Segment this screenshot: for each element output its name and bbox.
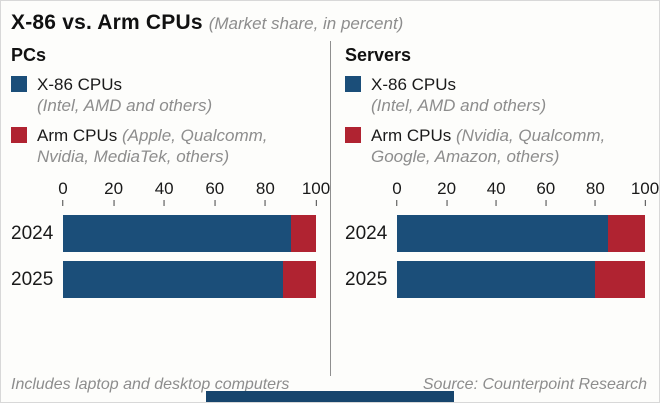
year-label: 2024 <box>11 222 54 244</box>
axis-tick: 40 <box>487 179 506 206</box>
chart-pcs: 0 20 40 60 80 100 2024 20 <box>11 179 330 298</box>
panels-container: PCs X-86 CPUs (Intel, AMD and others) Ar… <box>1 41 659 376</box>
axis-tick: 60 <box>205 179 224 206</box>
x-axis: 0 20 40 60 80 100 <box>392 179 659 206</box>
bottom-bar <box>206 391 454 402</box>
header: X-86 vs. Arm CPUs (Market share, in perce… <box>1 1 659 41</box>
legend-item-arm: Arm CPUs (Apple, Qualcomm, Nvidia, Media… <box>11 125 297 168</box>
bar-segment-arm <box>283 261 316 298</box>
legend-swatch-x86 <box>11 76 27 92</box>
axis-tick: 100 <box>302 179 330 206</box>
axis-tick: 40 <box>155 179 174 206</box>
bar-segment-x86 <box>63 215 291 252</box>
legend-note: (Intel, AMD and others) <box>37 96 213 116</box>
legend-note: (Intel, AMD and others) <box>371 96 547 116</box>
bar-track <box>63 215 316 252</box>
panel-heading-pcs: PCs <box>11 45 47 65</box>
source-note: Source: Counterpoint Research <box>422 376 647 393</box>
x-axis-row: 0 20 40 60 80 100 <box>11 179 330 206</box>
legend-note: (Nvidia, Qualcomm, Google, Amazon, other… <box>371 125 606 166</box>
bar-segment-x86 <box>397 215 608 252</box>
axis-tick: 20 <box>437 179 456 206</box>
year-label: 2025 <box>345 268 388 290</box>
x-axis-row: 0 20 40 60 80 100 <box>345 179 659 206</box>
bar-segment-arm <box>595 261 645 298</box>
axis-tick: 0 <box>58 179 67 206</box>
panel-pcs: PCs X-86 CPUs (Intel, AMD and others) Ar… <box>1 41 330 376</box>
bar-track <box>397 261 645 298</box>
bar-track <box>63 261 316 298</box>
footnote-pcs: Includes laptop and desktop computers <box>11 376 290 393</box>
legend-label: X-86 CPUs <box>37 75 123 94</box>
legend-swatch-arm <box>345 126 361 143</box>
bar-row-2024: 2024 <box>345 215 649 252</box>
bar-row-2025: 2025 <box>345 261 649 298</box>
axis-tick: 80 <box>586 179 605 206</box>
bar-row-2025: 2025 <box>11 261 320 298</box>
bar-segment-x86 <box>63 261 284 298</box>
x-axis: 0 20 40 60 80 100 <box>58 179 330 206</box>
bar-segment-arm <box>607 215 645 252</box>
year-label: 2024 <box>345 222 388 244</box>
axis-spacer <box>345 179 397 206</box>
bar-track <box>397 215 645 252</box>
legend-note: (Apple, Qualcomm, Nvidia, MediaTek, othe… <box>37 125 268 166</box>
chart-servers: 0 20 40 60 80 100 2024 20 <box>345 179 659 298</box>
legend-label: Arm CPUs <box>371 125 452 145</box>
bar-segment-arm <box>290 215 316 252</box>
axis-spacer <box>11 179 63 206</box>
legend-item-x86: X-86 CPUs (Intel, AMD and others) <box>11 74 297 117</box>
axis-tick: 0 <box>392 179 401 206</box>
axis-tick: 80 <box>256 179 275 206</box>
legend-item-arm: Arm CPUs (Nvidia, Qualcomm, Google, Amaz… <box>345 125 631 168</box>
axis-tick: 60 <box>536 179 555 206</box>
panel-servers: Servers X-86 CPUs (Intel, AMD and others… <box>330 41 659 376</box>
year-label: 2025 <box>11 268 54 290</box>
footer: Includes laptop and desktop computers So… <box>1 376 659 402</box>
legend-label: Arm CPUs <box>37 125 118 145</box>
bar-segment-x86 <box>397 261 596 298</box>
legend-label: X-86 CPUs <box>371 75 457 94</box>
legend-swatch-x86 <box>345 76 361 92</box>
panel-heading-servers: Servers <box>345 45 412 65</box>
legend-swatch-arm <box>11 126 27 143</box>
page-title: X-86 vs. Arm CPUs <box>11 11 203 34</box>
axis-tick: 20 <box>104 179 123 206</box>
page-subtitle: (Market share, in percent) <box>208 14 404 33</box>
legend-item-x86: X-86 CPUs (Intel, AMD and others) <box>345 74 631 117</box>
bar-row-2024: 2024 <box>11 215 320 252</box>
axis-tick: 100 <box>631 179 659 206</box>
